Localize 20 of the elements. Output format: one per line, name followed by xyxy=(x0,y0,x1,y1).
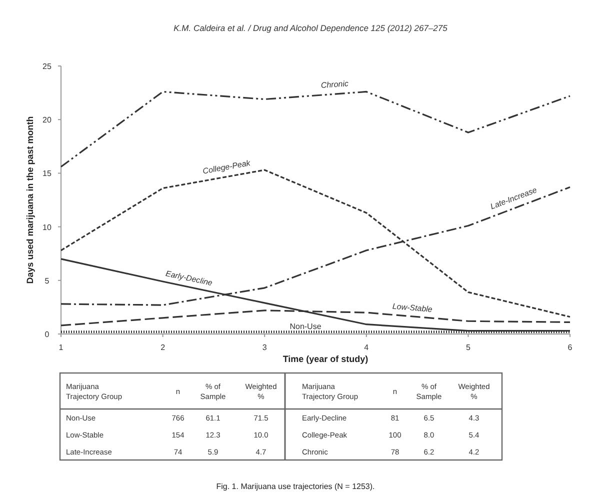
y-axis-title: Days used marijuana in the past month xyxy=(25,116,35,284)
text: K.M. Caldeira et al. / Drug and Alcohol Dependence 125 (2012) 267–275 xyxy=(174,23,448,33)
x-tick-label: 4 xyxy=(364,343,370,352)
y-tick-label: 0 xyxy=(44,330,50,339)
y-tick-label: 10 xyxy=(42,222,52,232)
y-tick-label: 20 xyxy=(42,116,52,125)
y-tick-label: 25 xyxy=(42,62,52,71)
x-tick-label: 2 xyxy=(160,343,166,352)
series-label: Chronic xyxy=(320,79,349,90)
series-label: Low-Stable xyxy=(392,302,434,314)
x-tick-label: 1 xyxy=(58,343,64,352)
x-tick-label: 3 xyxy=(262,343,268,352)
y-tick-label: 5 xyxy=(44,276,50,286)
x-tick-label: 6 xyxy=(568,343,573,352)
y-tick-label: 15 xyxy=(42,169,52,178)
caption: Fig. 1. Marijuana use trajectories (N = 1253). xyxy=(216,482,375,491)
x-tick-label: 5 xyxy=(466,343,471,352)
text: College-Peak xyxy=(202,158,252,176)
series-label: Non-Use xyxy=(290,322,322,331)
x-axis-title: Time (year of study) xyxy=(282,354,368,364)
